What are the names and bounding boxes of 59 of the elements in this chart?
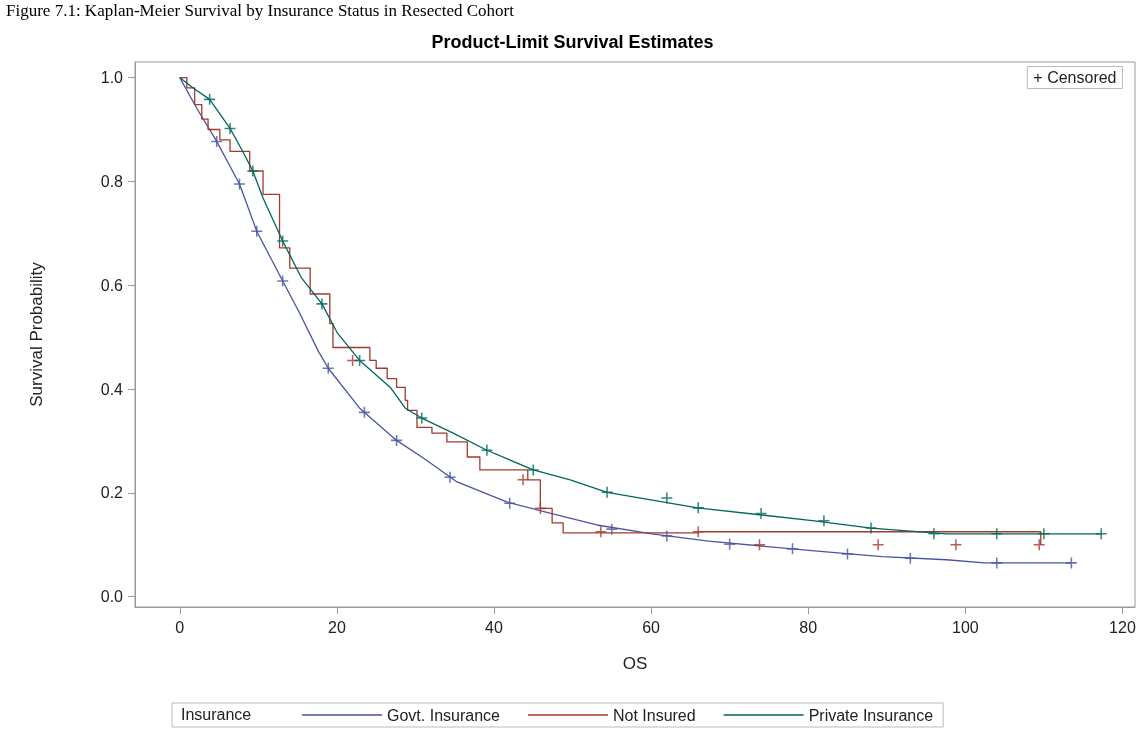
x-axis-title: OS — [622, 654, 648, 673]
point — [527, 464, 539, 476]
point — [595, 526, 607, 538]
caption: Figure 7.1: Kaplan-Meier Survival by Insurance Status in Resected Cohort — [6, 1, 515, 20]
point — [818, 515, 830, 527]
x-tick-label: 120 — [1109, 618, 1136, 636]
point — [277, 235, 289, 247]
x-tick-label: 80 — [799, 618, 818, 636]
point — [601, 486, 613, 498]
point — [661, 492, 673, 504]
point — [692, 502, 704, 514]
point — [224, 122, 236, 134]
point — [233, 178, 245, 190]
point — [277, 275, 289, 287]
legend-label: Private Insurance — [808, 706, 934, 724]
point — [251, 225, 263, 237]
point — [865, 522, 877, 534]
y-tick-label: 0.0 — [100, 588, 124, 606]
point — [517, 474, 529, 486]
point — [991, 557, 1003, 569]
point — [606, 523, 618, 535]
point — [692, 526, 704, 538]
point — [1065, 557, 1077, 569]
annotation: + Censored — [1033, 69, 1117, 86]
point — [872, 539, 884, 551]
point — [991, 528, 1003, 540]
point — [1095, 528, 1107, 540]
point — [481, 444, 493, 456]
point — [787, 543, 798, 555]
point — [416, 412, 428, 424]
y-tick-label: 0.8 — [100, 172, 124, 190]
y-axis-title: Survival Probability — [27, 261, 46, 407]
y-tick-label: 0.2 — [100, 484, 124, 502]
point — [928, 528, 940, 540]
legend-title: Insurance — [181, 705, 252, 723]
point — [661, 530, 673, 542]
x-tick-label: 20 — [327, 618, 346, 636]
point — [755, 508, 767, 520]
x-tick-label: 60 — [642, 618, 661, 636]
point — [322, 362, 334, 374]
chart-title: Product-Limit Survival Estimates — [431, 32, 714, 52]
x-tick-label: 0 — [175, 618, 185, 636]
point — [247, 165, 259, 177]
point — [1038, 528, 1050, 540]
point — [724, 538, 736, 550]
point — [444, 471, 456, 483]
y-tick-label: 1.0 — [100, 69, 124, 87]
x-tick-label: 40 — [485, 618, 503, 636]
y-tick-label: 0.4 — [100, 380, 124, 398]
legend-label: Not Insured — [612, 706, 696, 724]
point — [841, 548, 853, 560]
point — [504, 497, 516, 509]
point — [1033, 539, 1045, 551]
y-tick-label: 0.6 — [100, 276, 124, 294]
point — [316, 298, 328, 310]
point — [904, 552, 916, 564]
x-tick-label: 100 — [951, 618, 979, 636]
legend-label: Govt. Insurance — [387, 706, 501, 724]
point — [950, 539, 962, 551]
